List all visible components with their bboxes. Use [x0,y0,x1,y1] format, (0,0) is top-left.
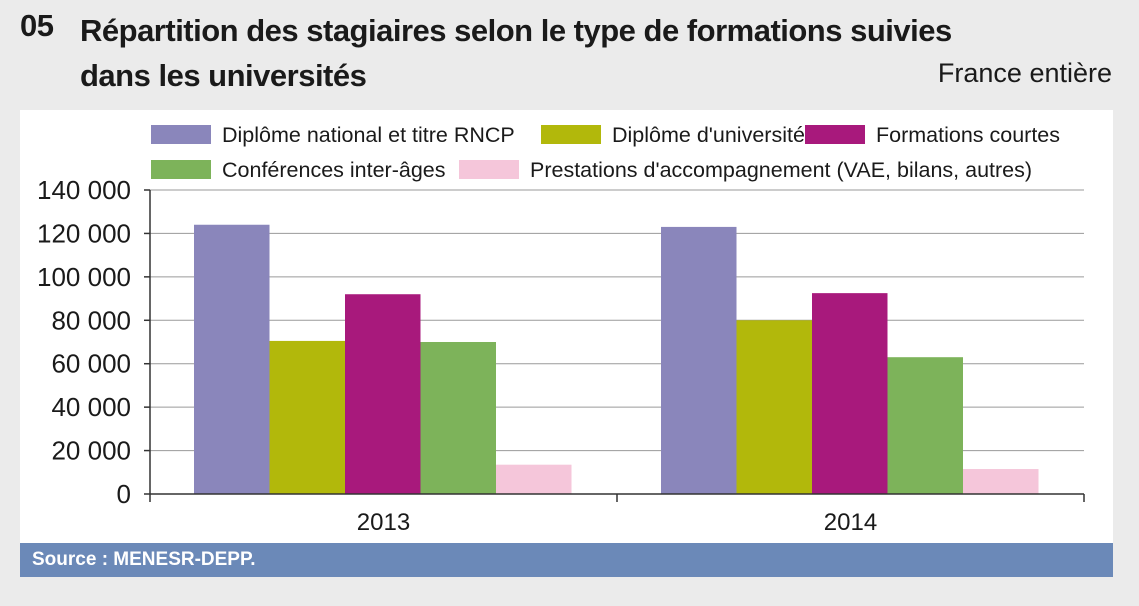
bar-2013-conferences-inter-ages [420,342,496,494]
bar-2013-diplome-d-universite [269,340,345,494]
bar-2014-conferences-inter-ages [887,357,963,494]
legend-swatch [541,125,601,144]
legend-swatch [805,125,865,144]
figure-title: Répartition des stagiaires selon le type… [80,13,952,93]
y-tick-label: 60 000 [51,349,131,379]
bar-2014-formations-courtes [812,293,888,494]
y-tick-label: 100 000 [37,262,131,292]
figure-number: 05 [20,8,54,43]
bar-2013-prestations-d-accompagnement-vae-bilans-autres [496,464,572,494]
y-tick-label: 20 000 [51,436,131,466]
bar-2014-diplome-national-et-titre-rncp [661,226,737,494]
bar-2014-diplome-d-universite [736,320,812,494]
bar-2014-prestations-d-accompagnement-vae-bilans-autres [963,469,1039,494]
y-tick-label: 80 000 [51,305,131,335]
legend-label: Formations courtes [876,123,1060,147]
bar-chart: Diplôme national et titre RNCP Diplôme d'… [37,123,1085,536]
legend-item-diplome-d-universite: Diplôme d'université [541,123,805,147]
legend-item-conferences-inter-ages: Conférences inter-âges [151,158,445,182]
legend-label: Diplôme national et titre RNCP [222,123,515,147]
legend-swatch [459,160,519,179]
legend-label: Prestations d'accompagnement (VAE, bilan… [530,158,1032,182]
bar-2013-formations-courtes [345,294,421,494]
axes: 0 20 000 40 000 60 000 80 000 100 000 120 000 1… [37,175,1085,536]
legend-swatch [151,125,211,144]
chart-panel: Diplôme national et titre RNCP Diplôme d'… [20,110,1113,543]
legend-label: Diplôme d'université [612,123,805,147]
legend-item-formations-courtes: Formations courtes [805,123,1060,147]
geographic-scope: France entière [937,58,1112,88]
y-tick-label: 40 000 [51,392,131,422]
legend-item-prestations-d-accompagnement-vae-bilans-autres: Prestations d'accompagnement (VAE, bilan… [459,158,1032,182]
y-tick-label: 140 000 [37,175,131,205]
bars [194,224,1039,494]
bar-2013-diplome-national-et-titre-rncp [194,224,270,494]
legend: Diplôme national et titre RNCP Diplôme d'… [151,123,1060,182]
legend-label: Conférences inter-âges [222,158,445,182]
y-tick-label: 120 000 [37,218,131,248]
y-tick-label: 0 [117,479,131,509]
x-tick-label-2013: 2013 [357,509,410,536]
legend-item-diplome-national-et-titre-rncp: Diplôme national et titre RNCP [151,123,515,147]
x-tick-label-2014: 2014 [824,509,877,536]
source-text: Source : MENESR-DEPP. [32,549,256,570]
source-bar: Source : MENESR-DEPP. [20,543,1113,577]
legend-swatch [151,160,211,179]
